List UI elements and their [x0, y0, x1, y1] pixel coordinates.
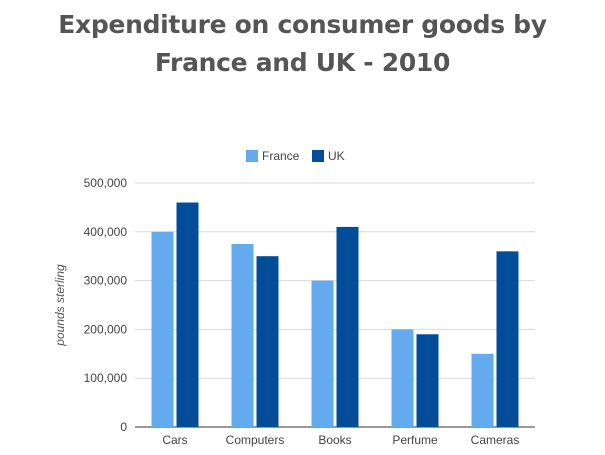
- y-tick-label: 500,000: [84, 176, 128, 190]
- bar-uk-perfume: [416, 334, 439, 427]
- y-tick-label: 0: [120, 420, 127, 434]
- bar-france-cars: [151, 231, 174, 427]
- bar-france-books: [311, 280, 334, 427]
- chart-title-line-1: Expenditure on consumer goods by: [58, 10, 547, 39]
- bar-france-computers: [231, 244, 254, 427]
- x-tick-label: Cameras: [471, 433, 520, 447]
- x-tick-label: Perfume: [392, 433, 438, 447]
- bar-uk-cameras: [496, 251, 519, 427]
- chart-title-line-2: France and UK - 2010: [154, 48, 451, 77]
- bar-uk-cars: [176, 202, 199, 427]
- y-tick-label: 100,000: [84, 371, 128, 385]
- y-tick-label: 400,000: [84, 225, 128, 239]
- x-tick-label: Computers: [226, 433, 285, 447]
- x-tick-label: Cars: [162, 433, 187, 447]
- bar-france-perfume: [391, 329, 414, 427]
- y-axis-label: pounds sterling: [53, 264, 67, 347]
- y-tick-label: 300,000: [84, 274, 128, 288]
- x-tick-label: Books: [318, 433, 351, 447]
- legend-swatch-france: [246, 150, 258, 162]
- y-tick-label: 200,000: [84, 322, 128, 336]
- bar-uk-books: [336, 226, 359, 427]
- bar-uk-computers: [256, 256, 279, 427]
- legend-swatch-uk: [312, 150, 324, 162]
- legend-label-france: France: [262, 149, 300, 163]
- bar-france-cameras: [471, 353, 494, 427]
- legend-label-uk: UK: [328, 149, 345, 163]
